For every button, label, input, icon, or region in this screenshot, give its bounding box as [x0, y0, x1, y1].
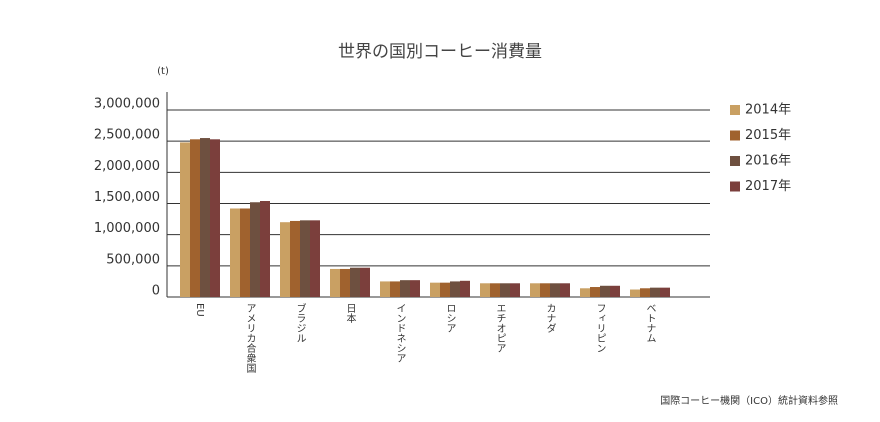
y-tick-label: 1,500,000	[94, 190, 160, 205]
x-tick-label: 日本	[344, 303, 356, 324]
bar	[250, 202, 260, 297]
legend-label: 2014年	[745, 103, 791, 118]
chart-title: 世界の国別コーヒー消費量	[338, 42, 542, 62]
x-tick-label: カナダ	[544, 303, 556, 333]
x-tick-label: ロシア	[444, 303, 455, 333]
x-tick-label: ベトナム	[644, 303, 656, 343]
bar	[460, 280, 470, 297]
bar	[280, 222, 290, 297]
bar	[240, 208, 250, 297]
y-tick-label: 500,000	[106, 252, 160, 267]
bar	[440, 282, 450, 297]
legend-swatch	[730, 181, 740, 192]
bar	[310, 220, 320, 297]
bar	[600, 285, 610, 297]
bar	[590, 287, 600, 297]
y-tick-label: 2,500,000	[94, 128, 160, 143]
bar	[640, 288, 650, 297]
x-tick-label: ブラジル	[294, 302, 306, 343]
bar	[210, 139, 220, 297]
bar	[410, 280, 420, 297]
bar	[330, 268, 340, 297]
bar	[500, 283, 510, 297]
bar	[260, 201, 270, 297]
bar	[350, 267, 360, 297]
bar	[610, 285, 620, 297]
source-note: 国際コーヒー機関（ICO）統計資料参照	[660, 394, 838, 407]
bar	[390, 281, 400, 297]
bar	[290, 220, 300, 297]
bar	[360, 267, 370, 297]
bar	[630, 289, 640, 297]
y-tick-label: 0	[152, 284, 160, 299]
bar	[190, 139, 200, 297]
legend-label: 2017年	[745, 179, 791, 194]
bar	[300, 220, 310, 297]
bar	[230, 208, 240, 297]
x-tick-label: アメリカ合衆国	[244, 303, 256, 374]
y-tick-label: 3,000,000	[94, 97, 160, 112]
x-tick-label: エチオピア	[494, 303, 506, 353]
bar	[560, 283, 570, 297]
bar	[660, 287, 670, 297]
bar	[650, 287, 660, 297]
bar	[490, 283, 500, 297]
bar	[380, 281, 390, 297]
bar	[340, 268, 350, 297]
bar	[450, 281, 460, 297]
bar	[580, 288, 590, 297]
x-tick-label: フィリピン	[594, 303, 605, 353]
bar	[200, 138, 210, 297]
x-tick-label: インドネシア	[394, 303, 406, 363]
bar	[550, 283, 560, 297]
bar	[540, 283, 550, 297]
bar	[530, 283, 540, 297]
legend-label: 2016年	[745, 154, 791, 169]
y-tick-label: 2,000,000	[94, 159, 160, 174]
y-tick-label: 1,000,000	[94, 221, 160, 236]
bar	[430, 282, 440, 297]
bar	[510, 283, 520, 297]
legend-swatch	[730, 130, 740, 141]
bar	[480, 283, 490, 297]
legend-swatch	[730, 105, 740, 115]
bar	[400, 280, 410, 297]
unit-label: (t)	[157, 66, 169, 77]
legend-label: 2015年	[745, 128, 791, 143]
bar	[180, 142, 190, 297]
legend-swatch	[730, 156, 740, 166]
x-tick-label: EU	[194, 303, 205, 317]
